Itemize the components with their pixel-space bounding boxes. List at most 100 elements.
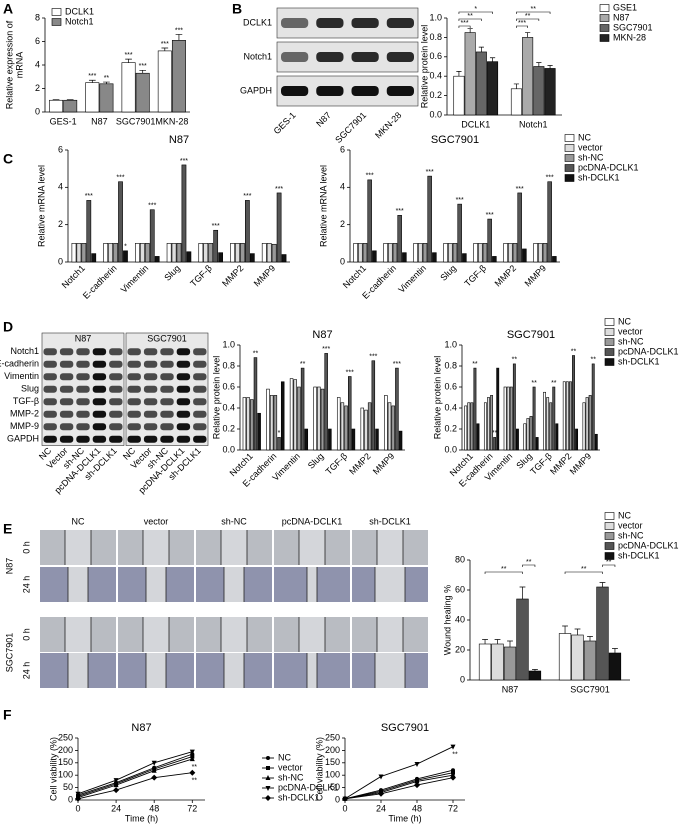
blot-band [92,410,107,418]
image-row-label: SGC7901 [4,633,14,673]
x-tick-label: E-cadherin [81,263,119,301]
bar [144,243,150,263]
legend-label: NC [618,510,631,520]
blot-band [109,410,123,418]
bar [517,192,522,263]
bar [522,248,527,263]
blot-row-label: Slug [21,384,39,394]
blot-band [176,410,191,418]
legend-swatch [604,338,615,346]
error-bar [507,640,513,647]
significance-bracket [564,571,603,574]
y-tick-label: 0.4 [429,71,442,81]
legend-label: sh-DCLK1 [278,792,320,802]
y-tick-label: 100 [58,770,73,780]
wound-gap [143,530,169,565]
point [189,756,195,762]
x-tick-label: MMP2 [220,263,245,288]
bar [198,243,204,263]
blot-band [127,435,141,443]
blot-band [193,435,207,443]
y-tick-label: 1.0 [444,339,457,349]
blot-band [92,423,107,431]
bar [470,402,474,451]
y-tick-label: 0.8 [444,360,457,370]
panel-label: D [3,319,13,335]
x-tick-label: Notch1 [341,263,368,290]
bar [166,243,172,263]
y-tick-label: 60 [455,584,465,594]
y-tick-label: 0 [460,674,465,684]
bar [543,391,547,451]
legend-swatch [599,24,610,32]
bar [533,66,545,116]
bar [482,243,488,263]
legend-label: sh-NC [618,336,644,346]
blot-band [160,435,174,443]
y-tick-label: 1.0 [429,12,442,22]
bar [49,99,64,113]
bar [478,243,483,263]
blot-lane-label: MKN-28 [373,110,403,140]
legend-label: vector [618,520,643,530]
panel-label: B [232,1,242,17]
wound-gap [68,653,88,688]
bar [324,353,328,451]
significance-label: *** [366,173,374,180]
significance-label: ** [253,350,259,357]
bar [300,367,305,451]
blot-band [386,52,414,62]
bar [266,388,270,451]
bar [235,243,240,263]
legend-label: NC [618,316,631,326]
blot-band [127,360,141,368]
bar [418,243,423,263]
error-bar [612,648,618,653]
bar [552,256,557,263]
bar [503,646,517,681]
bar [250,399,254,451]
bar [249,253,255,263]
bar [181,164,187,263]
significance-label: * [124,244,127,251]
y-tick-label: 6 [35,36,40,46]
y-tick-label: 100 [325,770,340,780]
bar [277,437,281,451]
panel-label: E [3,521,12,537]
line [344,777,454,800]
bar [273,395,278,451]
significance-label: ** [551,380,557,387]
bar [509,386,513,451]
significance-bracket [458,25,471,28]
point [151,760,157,766]
wound-gap [65,617,91,652]
blot-band [160,360,174,368]
bar [353,243,358,263]
legend-swatch [51,18,62,26]
legend-marker [266,756,270,760]
legend-label: pcDNA-DCLK1 [618,540,679,550]
image-time-label: 0 h [21,628,31,641]
bar [149,209,155,263]
blot-band [92,360,107,368]
bar [313,386,317,451]
bar [364,409,368,451]
blot-band [127,373,141,381]
bar [240,243,245,263]
bar [289,378,294,451]
bar [528,670,542,681]
blot-band [193,348,207,356]
y-axis-label: Relative expression of [4,20,14,109]
error-bar [525,32,531,38]
bar [135,72,150,113]
significance-label: ** [606,559,612,566]
blot-band [59,348,74,356]
legend-swatch [604,318,615,326]
bar [135,243,140,263]
legend-label: pcDNA-DCLK1 [278,782,339,792]
significance-label: ** [452,752,458,759]
x-tick-label: 72 [448,803,458,813]
blot-row-label: E-cadherin [0,359,39,369]
blot-band [43,435,57,443]
y-tick-label: 0 [68,794,73,804]
